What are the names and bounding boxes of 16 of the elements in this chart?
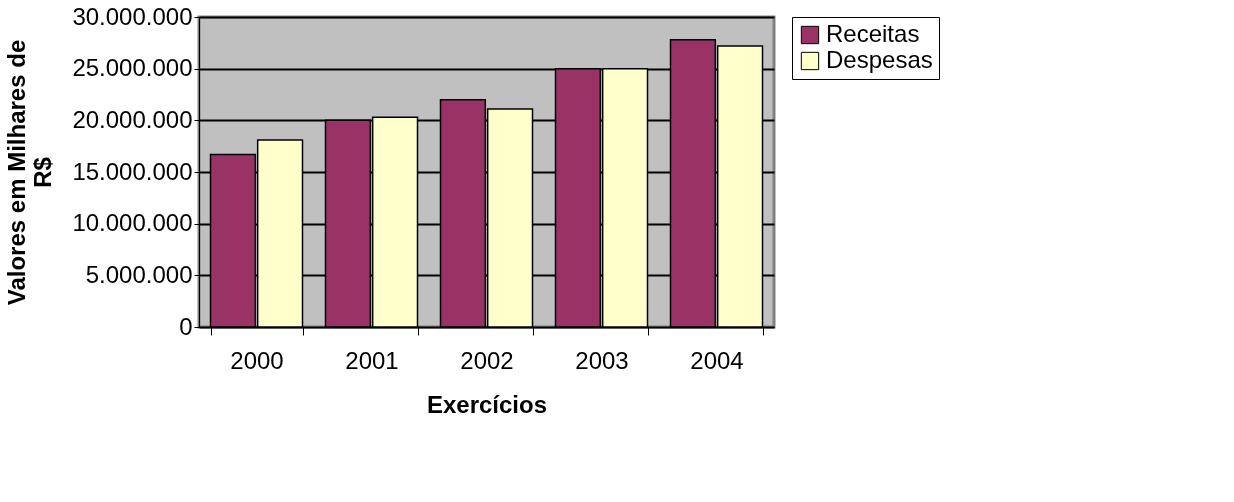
y-tick-label: 0 <box>179 312 193 340</box>
x-tick-label: 2001 <box>345 346 399 374</box>
y-axis-title: Valores em Milhares de R$ <box>3 39 57 306</box>
y-tick-label: 10.000.000 <box>72 209 193 237</box>
legend-label: Receitas <box>826 20 920 47</box>
y-tick-label: 5.000.000 <box>85 260 193 288</box>
y-tick-label: 20.000.000 <box>72 105 193 133</box>
y-tick-label: 30.000.000 <box>72 2 193 30</box>
x-tick-label: 2004 <box>690 346 744 374</box>
x-axis-title: Exercícios <box>426 390 548 418</box>
x-tick-label: 2000 <box>230 346 284 374</box>
y-tick-label: 25.000.000 <box>72 54 193 82</box>
legend-label: Despesas <box>826 46 933 73</box>
x-tick-label: 2003 <box>575 346 629 374</box>
y-tick-label: 15.000.000 <box>72 157 193 185</box>
x-tick-label: 2002 <box>460 346 514 374</box>
